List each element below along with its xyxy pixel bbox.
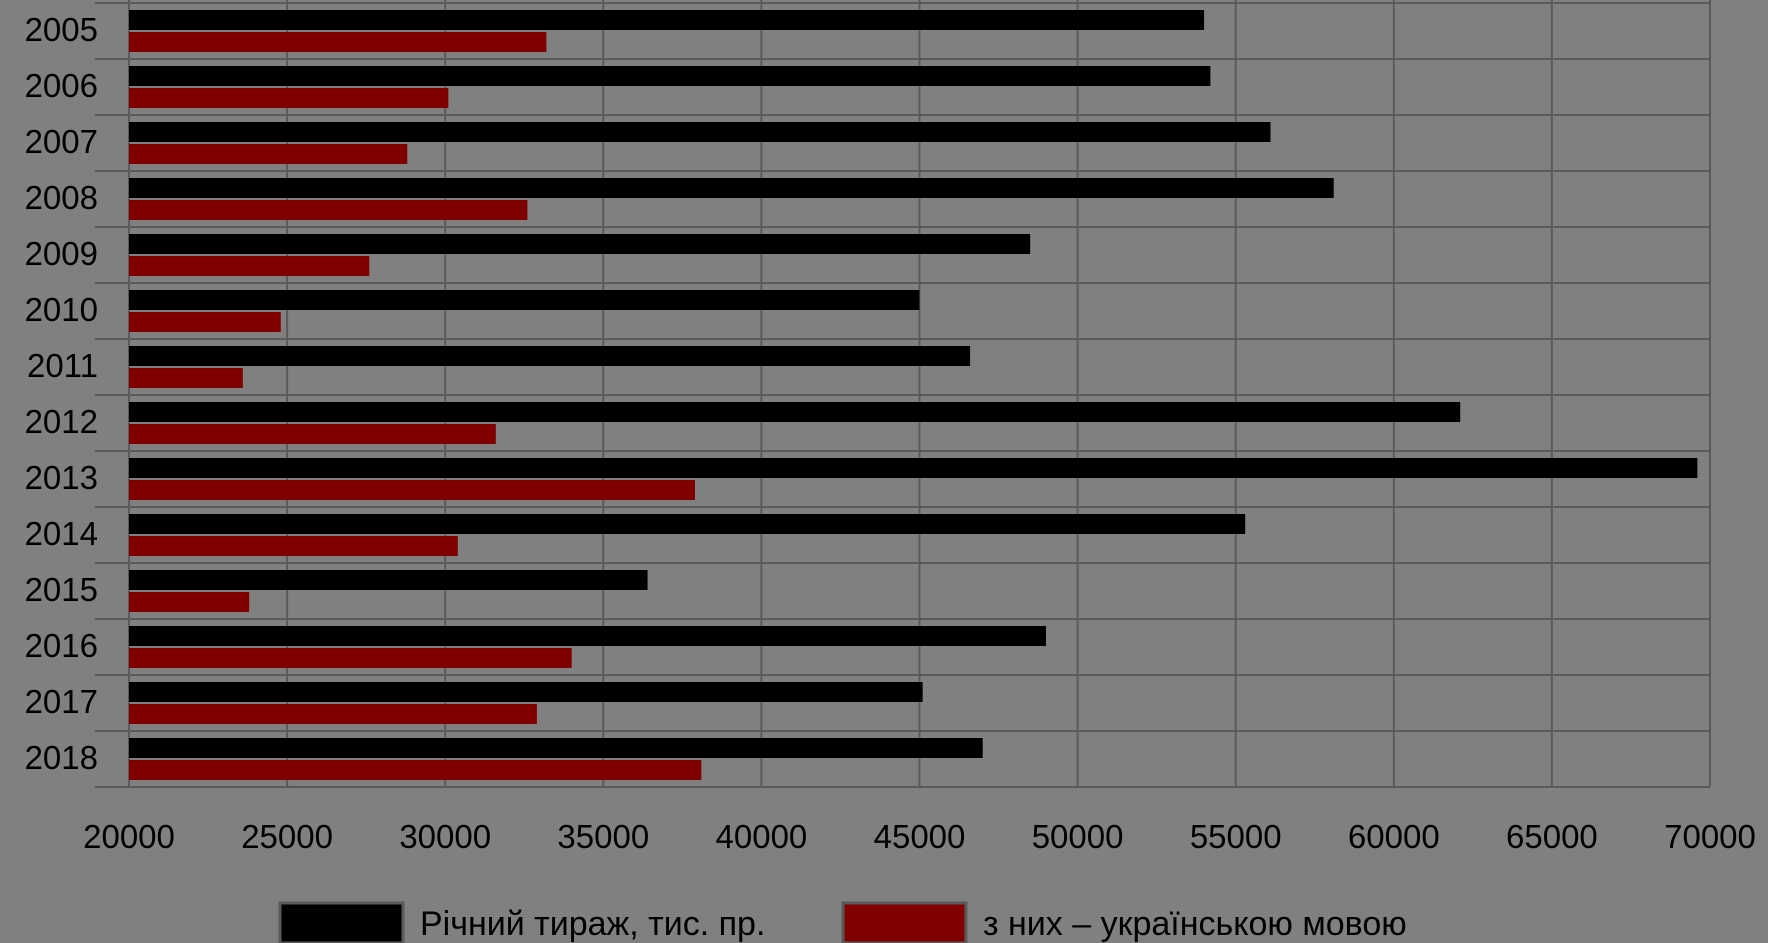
y-tick-label: 2017 xyxy=(25,683,98,720)
bar-total xyxy=(129,738,983,758)
bar-total xyxy=(129,10,1205,30)
bar-total xyxy=(129,66,1211,86)
x-tick-label: 40000 xyxy=(716,818,808,855)
bar-total xyxy=(129,290,920,310)
bar-ukrainian xyxy=(129,88,449,108)
legend: Річний тираж, тис. пр. з них – українськ… xyxy=(278,901,1407,943)
bar-total xyxy=(129,234,1031,254)
bar-total xyxy=(129,122,1271,142)
bar-total xyxy=(129,570,648,590)
y-tick-label: 2011 xyxy=(27,347,98,384)
bar-ukrainian xyxy=(129,424,496,444)
x-tick-label: 35000 xyxy=(557,818,649,855)
bar-ukrainian xyxy=(129,480,695,500)
x-tick-label: 60000 xyxy=(1348,818,1440,855)
y-tick-label: 2009 xyxy=(25,235,98,272)
x-tick-label: 25000 xyxy=(241,818,333,855)
y-tick-label: 2016 xyxy=(25,627,98,664)
y-tick-label: 2010 xyxy=(25,291,98,328)
y-tick-label: 2018 xyxy=(25,739,98,776)
legend-swatch-total xyxy=(278,901,405,943)
x-tick-label: 20000 xyxy=(83,818,175,855)
bar-ukrainian xyxy=(129,256,370,276)
bar-ukrainian xyxy=(129,144,408,164)
legend-label-ukrainian: з них – українською мовою xyxy=(983,905,1407,943)
bar-ukrainian xyxy=(129,760,702,780)
bars xyxy=(129,10,1698,780)
y-tick-label: 2014 xyxy=(25,515,98,552)
bar-total xyxy=(129,458,1698,478)
grid xyxy=(95,0,1711,788)
bar-ukrainian xyxy=(129,200,528,220)
x-tick-label: 45000 xyxy=(874,818,966,855)
y-tick-label: 2015 xyxy=(25,571,98,608)
bar-total xyxy=(129,178,1334,198)
bar-total xyxy=(129,514,1246,534)
x-tick-label: 55000 xyxy=(1190,818,1282,855)
bar-ukrainian xyxy=(129,592,250,612)
bar-total xyxy=(129,626,1046,646)
y-tick-label: 2005 xyxy=(25,11,98,48)
bar-ukrainian xyxy=(129,368,243,388)
legend-label-total: Річний тираж, тис. пр. xyxy=(420,905,765,943)
bar-ukrainian xyxy=(129,704,537,724)
bar-total xyxy=(129,402,1461,422)
x-tick-label: 30000 xyxy=(399,818,491,855)
y-tick-label: 2006 xyxy=(25,67,98,104)
y-tick-label: 2007 xyxy=(25,123,98,160)
bar-ukrainian xyxy=(129,32,547,52)
bar-total xyxy=(129,682,923,702)
bar-ukrainian xyxy=(129,312,281,332)
x-axis-labels: 20000 25000 30000 35000 40000 45000 50000 55000… xyxy=(83,818,1756,855)
legend-swatch-ukrainian xyxy=(841,901,968,943)
bar-total xyxy=(129,346,971,366)
y-tick-label: 2013 xyxy=(25,459,98,496)
y-tick-label: 2008 xyxy=(25,179,98,216)
x-tick-label: 50000 xyxy=(1032,818,1124,855)
y-axis-labels: 2005 2006 2007 2008 2009 2010 2011 2012 2013 2014… xyxy=(25,11,98,776)
bar-ukrainian xyxy=(129,648,572,668)
x-tick-label: 70000 xyxy=(1664,818,1756,855)
x-tick-label: 65000 xyxy=(1506,818,1598,855)
bar-ukrainian xyxy=(129,536,458,556)
y-tick-label: 2012 xyxy=(25,403,98,440)
